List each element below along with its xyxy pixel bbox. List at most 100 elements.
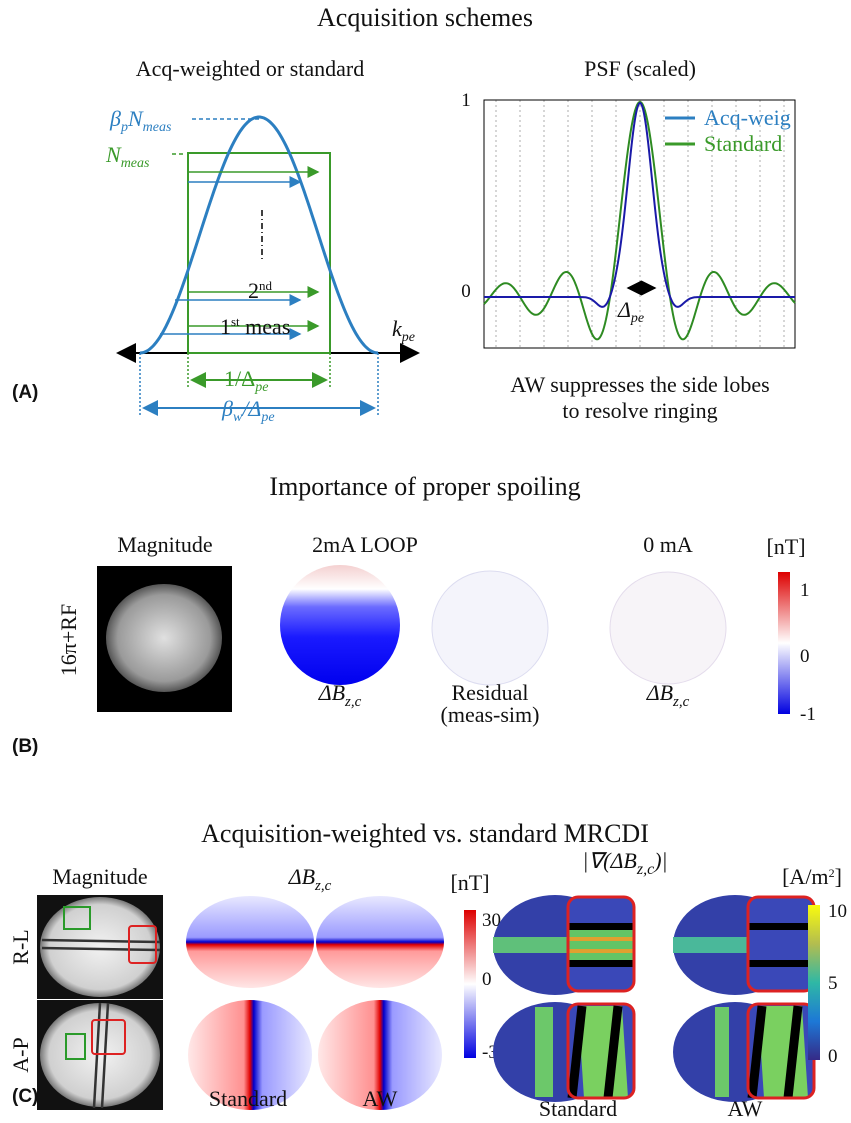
sym: 1/Δ <box>224 366 255 391</box>
sym: Δ <box>617 297 631 322</box>
field-map <box>609 571 727 685</box>
num: 1 <box>220 314 231 339</box>
sym: ΔB <box>646 680 673 705</box>
col-label: ΔBz,c <box>288 864 332 894</box>
colorbar <box>778 572 790 714</box>
panel-label: (C) <box>12 1086 38 1107</box>
colorbar-tick: 0 <box>828 1046 838 1067</box>
map-label: (meas-sim) <box>441 702 540 727</box>
sub: w <box>233 410 243 425</box>
colorbar-tick: 5 <box>828 973 838 994</box>
panel-label: (A) <box>12 382 38 403</box>
electrode <box>603 1005 623 1099</box>
electrode <box>568 960 634 967</box>
legend-label: Acq-weig <box>704 105 791 130</box>
sub: p <box>120 120 128 135</box>
col-label: 0 mA <box>643 532 693 557</box>
sub: pe <box>630 311 644 326</box>
roi <box>65 1033 86 1060</box>
colorbar-tick: 1 <box>800 580 810 601</box>
aw-window <box>139 115 379 355</box>
row-label: R-L <box>8 929 33 964</box>
inset-band <box>748 925 814 965</box>
n-label: Nmeas <box>105 142 150 171</box>
title: Acquisition-weighted vs. standard MRCDI <box>201 819 649 848</box>
gradient-maps <box>493 895 816 1102</box>
stripe <box>568 937 634 941</box>
field-map <box>316 896 444 988</box>
col-label: Magnitude <box>117 532 212 557</box>
peak-label: βpNmeas <box>109 106 172 135</box>
sub: meas <box>121 156 150 171</box>
field-map <box>188 1000 312 1110</box>
sym: /Δ <box>240 396 261 421</box>
electrode <box>748 960 814 967</box>
sym: [A/m <box>782 864 828 889</box>
col-label: 2mA LOOP <box>312 532 418 557</box>
roi <box>128 925 157 964</box>
colorbar-tick: 30 <box>482 910 501 931</box>
arrows <box>139 118 379 416</box>
sup: nd <box>259 278 273 293</box>
colorbar-tick: 0 <box>482 969 492 990</box>
sym: ΔB <box>288 864 315 889</box>
map-label: ΔBz,c <box>318 680 362 710</box>
plot-frame <box>483 99 796 349</box>
subtitle: PSF (scaled) <box>584 56 696 81</box>
green-width: 1/Δpe <box>224 366 268 395</box>
sym: β <box>109 106 121 131</box>
electrode <box>567 1005 587 1099</box>
second-label: 2nd <box>248 278 273 303</box>
band <box>673 937 753 953</box>
inset-frame <box>566 895 636 993</box>
colorbar <box>808 905 820 1060</box>
first-label: 1st meas <box>220 314 290 339</box>
colorbar-tick: -1 <box>800 704 816 725</box>
roi <box>91 1019 126 1055</box>
row-label: A-P <box>8 1037 33 1072</box>
roi <box>63 906 91 930</box>
sym: k <box>392 316 403 341</box>
col-label: Magnitude <box>52 864 147 889</box>
k-label: kpe <box>392 316 415 345</box>
sub: pe <box>260 410 274 425</box>
residual-map <box>431 570 549 686</box>
electrode <box>747 1005 767 1099</box>
colorbar-tick: 10 <box>828 901 847 922</box>
delta-label: Δpe <box>617 297 644 326</box>
sym: β <box>221 396 233 421</box>
band <box>535 1007 553 1097</box>
sym: ] <box>835 864 842 889</box>
inset-band <box>568 925 634 965</box>
num: 2 <box>248 278 259 303</box>
sym: N <box>127 106 144 131</box>
field-map <box>280 565 400 685</box>
sup: 2 <box>829 866 835 880</box>
y-tick-label: 1 <box>461 90 471 111</box>
col-label: |∇(ΔBz,c)| <box>582 848 667 878</box>
legend-label: Standard <box>704 131 782 156</box>
subtitle: Acq-weighted or standard <box>136 56 364 81</box>
sym: |∇(ΔB <box>582 848 636 873</box>
stripe <box>568 949 634 953</box>
colorbar <box>464 910 476 1058</box>
blue-width: βw/Δpe <box>221 396 275 425</box>
title: Acquisition schemes <box>317 3 533 32</box>
sym: )| <box>652 848 667 873</box>
sup: st <box>231 314 240 329</box>
electrode <box>568 923 634 930</box>
field-map <box>318 1000 442 1110</box>
colorbar-tick: 0 <box>800 646 810 667</box>
sub: z,c <box>314 878 332 894</box>
phantom <box>40 897 160 997</box>
sub: meas <box>143 120 172 135</box>
row-label: 16π+RF <box>56 604 81 676</box>
panel-label: (B) <box>12 736 38 757</box>
map-label: ΔBz,c <box>646 680 690 710</box>
y-tick-label: 0 <box>461 281 471 302</box>
electrode <box>783 1005 803 1099</box>
aw-psf <box>484 101 795 308</box>
inset-frame <box>566 1002 636 1100</box>
electrode <box>41 938 161 952</box>
